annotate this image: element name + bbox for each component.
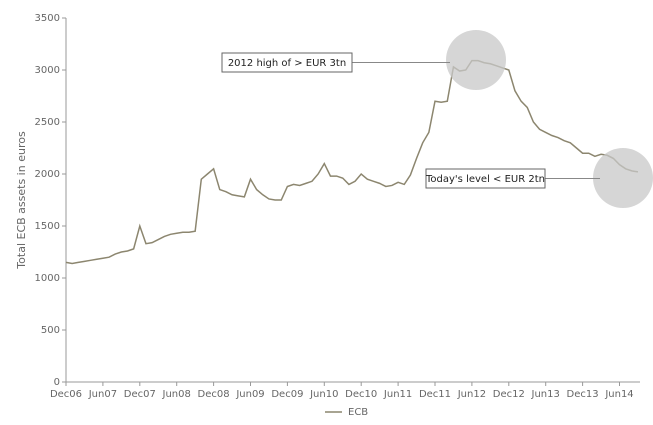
x-tick-label: Dec13 (567, 389, 599, 400)
y-tick-label: 1500 (35, 221, 60, 232)
x-tick-label: Dec10 (345, 389, 377, 400)
x-tick-label: Jun14 (604, 389, 633, 400)
x-tick-label: Jun13 (531, 389, 560, 400)
y-tick-label: 500 (41, 325, 60, 336)
highlight-circle (593, 148, 653, 208)
x-tick-label: Jun09 (235, 389, 264, 400)
x-tick-label: Jun08 (162, 389, 191, 400)
x-tick-label: Jun07 (88, 389, 117, 400)
annotation-box (425, 168, 546, 189)
y-tick-label: 0 (54, 377, 60, 388)
x-tick-label: Jun12 (457, 389, 486, 400)
x-tick-label: Dec06 (50, 389, 82, 400)
x-tick-label: Dec12 (493, 389, 525, 400)
y-tick-label: 1000 (35, 273, 60, 284)
y-tick-label: 2500 (35, 117, 60, 128)
highlight-circle (446, 30, 506, 90)
x-tick-label: Dec08 (198, 389, 230, 400)
annotation-box (221, 52, 353, 73)
x-tick-label: Dec07 (124, 389, 156, 400)
x-tick-label: Jun10 (309, 389, 338, 400)
y-tick-label: 2000 (35, 169, 60, 180)
x-tick-label: Dec09 (271, 389, 303, 400)
y-tick-label: 3000 (35, 65, 60, 76)
annotation-text: 2012 high of > EUR 3tn (228, 58, 346, 69)
y-axis-label: Total ECB assets in euros (15, 131, 28, 270)
y-tick-label: 3500 (35, 13, 60, 24)
x-tick-label: Dec11 (419, 389, 451, 400)
annotation-text: Today's level < EUR 2tn (425, 174, 545, 185)
line (65, 59, 639, 265)
x-tick-label: Jun11 (383, 389, 412, 400)
legend-label: ECB (348, 407, 368, 418)
